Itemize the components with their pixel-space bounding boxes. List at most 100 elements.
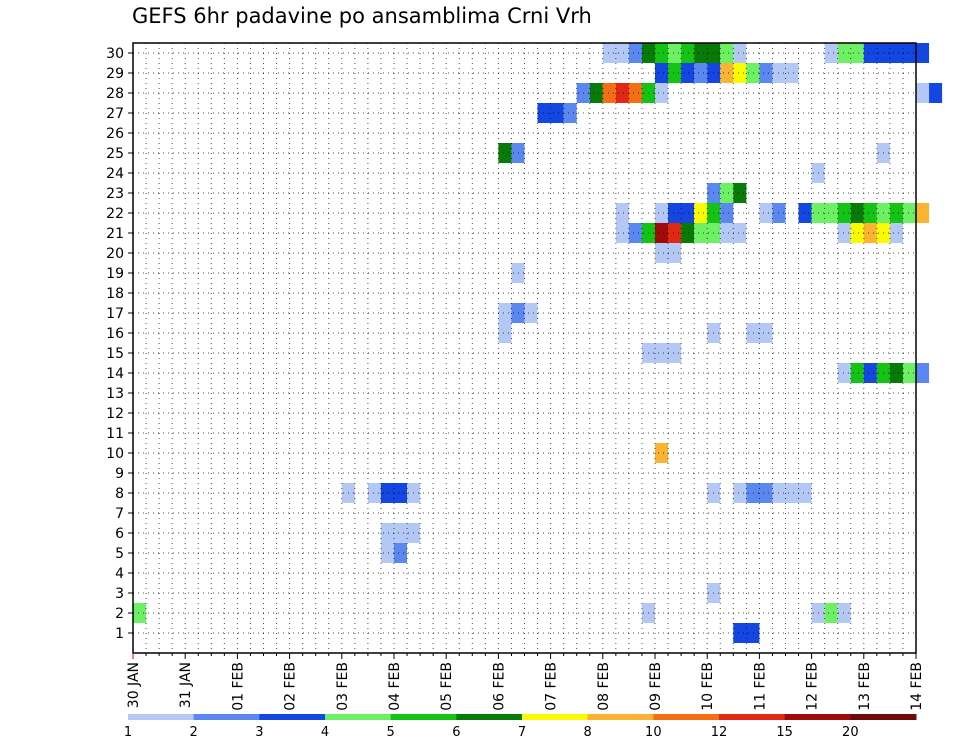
heatmap-cell <box>655 203 669 223</box>
heatmap-cell <box>589 83 603 103</box>
x-tick-label: 12 FEB <box>805 662 821 711</box>
heatmap-cell <box>655 43 669 63</box>
colorbar-swatch <box>193 714 260 720</box>
heatmap-cell <box>694 203 708 223</box>
heatmap-cell <box>681 223 695 243</box>
y-tick-label: 30 <box>106 46 124 62</box>
y-tick-label: 27 <box>106 106 124 122</box>
heatmap-cell <box>628 83 642 103</box>
colorbar-label: 8 <box>584 725 592 740</box>
x-tick-label: 07 FEB <box>544 662 560 711</box>
heatmap-cell <box>824 603 838 623</box>
heatmap-cell <box>720 63 734 83</box>
y-tick-label: 9 <box>115 466 124 482</box>
y-tick-label: 23 <box>106 186 124 202</box>
x-tick-label: 06 FEB <box>491 662 507 711</box>
colorbar: 1 2 3 4 5 6 7 8 10 12 15 20 <box>124 714 917 740</box>
y-tick-label: 16 <box>106 326 124 342</box>
y-tick-label: 14 <box>106 366 124 382</box>
y-tick-label: 20 <box>106 246 124 262</box>
y-tick-label: 13 <box>106 386 124 402</box>
heatmap-cell <box>498 323 512 343</box>
heatmap-cell <box>668 63 682 83</box>
heatmap-cell <box>916 203 930 223</box>
heatmap-cell <box>628 43 642 63</box>
heatmap-cell <box>655 223 669 243</box>
heatmap-cell <box>720 43 734 63</box>
colorbar-label: 12 <box>711 725 728 740</box>
heatmap-cell <box>498 303 512 323</box>
y-tick-label: 8 <box>115 486 124 502</box>
heatmap-cell <box>655 63 669 83</box>
heatmap-cell <box>511 143 525 163</box>
y-tick-label: 6 <box>115 526 124 542</box>
heatmap-cell <box>863 43 930 63</box>
y-tick-label: 25 <box>106 146 124 162</box>
x-tick-label: 11 FEB <box>752 662 768 711</box>
heatmap-cell <box>498 143 512 163</box>
heatmap-cell <box>772 483 812 503</box>
y-tick-label: 19 <box>106 266 124 282</box>
y-tick-label: 1 <box>115 626 124 642</box>
x-tick-label: 02 FEB <box>283 662 299 711</box>
heatmap-cell <box>733 183 747 203</box>
x-tick-label: 01 FEB <box>230 662 246 711</box>
y-tick-label: 3 <box>115 586 124 602</box>
y-tick-label: 11 <box>106 426 124 442</box>
heatmap-cell <box>733 43 747 63</box>
heatmap-cell <box>746 63 760 83</box>
colorbar-swatch <box>522 714 589 720</box>
x-axis: 30 JAN 31 JAN 01 FEB 02 FEB 03 FEB 04 FEB 05 F… <box>126 653 925 711</box>
colorbar-swatch <box>390 714 457 720</box>
colorbar-label: 5 <box>387 725 395 740</box>
y-tick-label: 7 <box>115 506 124 522</box>
heatmap-cell <box>889 223 903 243</box>
heatmap-cell <box>850 223 864 243</box>
x-tick-label: 09 FEB <box>648 662 664 711</box>
x-tick-label: 08 FEB <box>596 662 612 711</box>
heatmap-cell <box>759 63 773 83</box>
heatmap-cell <box>511 303 525 323</box>
y-tick-label: 18 <box>106 286 124 302</box>
heatmap-cell <box>863 223 877 243</box>
colorbar-label: 4 <box>321 725 329 740</box>
x-tick-label: 31 JAN <box>178 662 194 708</box>
heatmap-cell <box>902 363 916 383</box>
heatmap-cell <box>380 523 421 543</box>
y-axis: 1234567891011121314151617181920212223242… <box>106 46 133 642</box>
y-tick-label: 24 <box>106 166 124 182</box>
heatmap-cell <box>916 363 930 383</box>
heatmap-cell <box>759 203 773 223</box>
heatmap-cell <box>824 43 838 63</box>
x-tick-label: 30 JAN <box>126 662 142 708</box>
heatmap-cell <box>628 223 642 243</box>
colorbar-swatch <box>719 714 786 720</box>
x-tick-label: 03 FEB <box>335 662 351 711</box>
heatmap-cell <box>694 63 708 83</box>
heatmap-cell <box>380 543 394 563</box>
heatmap-cell <box>720 203 734 223</box>
heatmap-cell <box>889 363 903 383</box>
heatmap-cell <box>850 203 864 223</box>
colorbar-label: 10 <box>645 725 662 740</box>
colorbar-label: 15 <box>776 725 793 740</box>
heatmap-cell <box>511 263 525 283</box>
colorbar-label: 6 <box>452 725 460 740</box>
heatmap-cell <box>681 43 695 63</box>
heatmap-cell <box>655 83 669 103</box>
colorbar-swatch <box>784 714 851 720</box>
heatmap-cell <box>733 483 747 503</box>
colorbar-swatch <box>325 714 392 720</box>
heatmap-cell <box>720 183 734 203</box>
colorbar-label: 1 <box>124 725 132 740</box>
heatmap-cell <box>837 223 851 243</box>
x-tick-label: 10 FEB <box>700 662 716 711</box>
colorbar-swatch <box>653 714 720 720</box>
heatmap-cell <box>837 603 851 623</box>
heatmap-cell <box>681 63 695 83</box>
colorbar-swatch <box>587 714 654 720</box>
heatmap-cell <box>563 103 577 123</box>
colorbar-swatch <box>259 714 326 720</box>
colorbar-swatch <box>128 714 195 720</box>
